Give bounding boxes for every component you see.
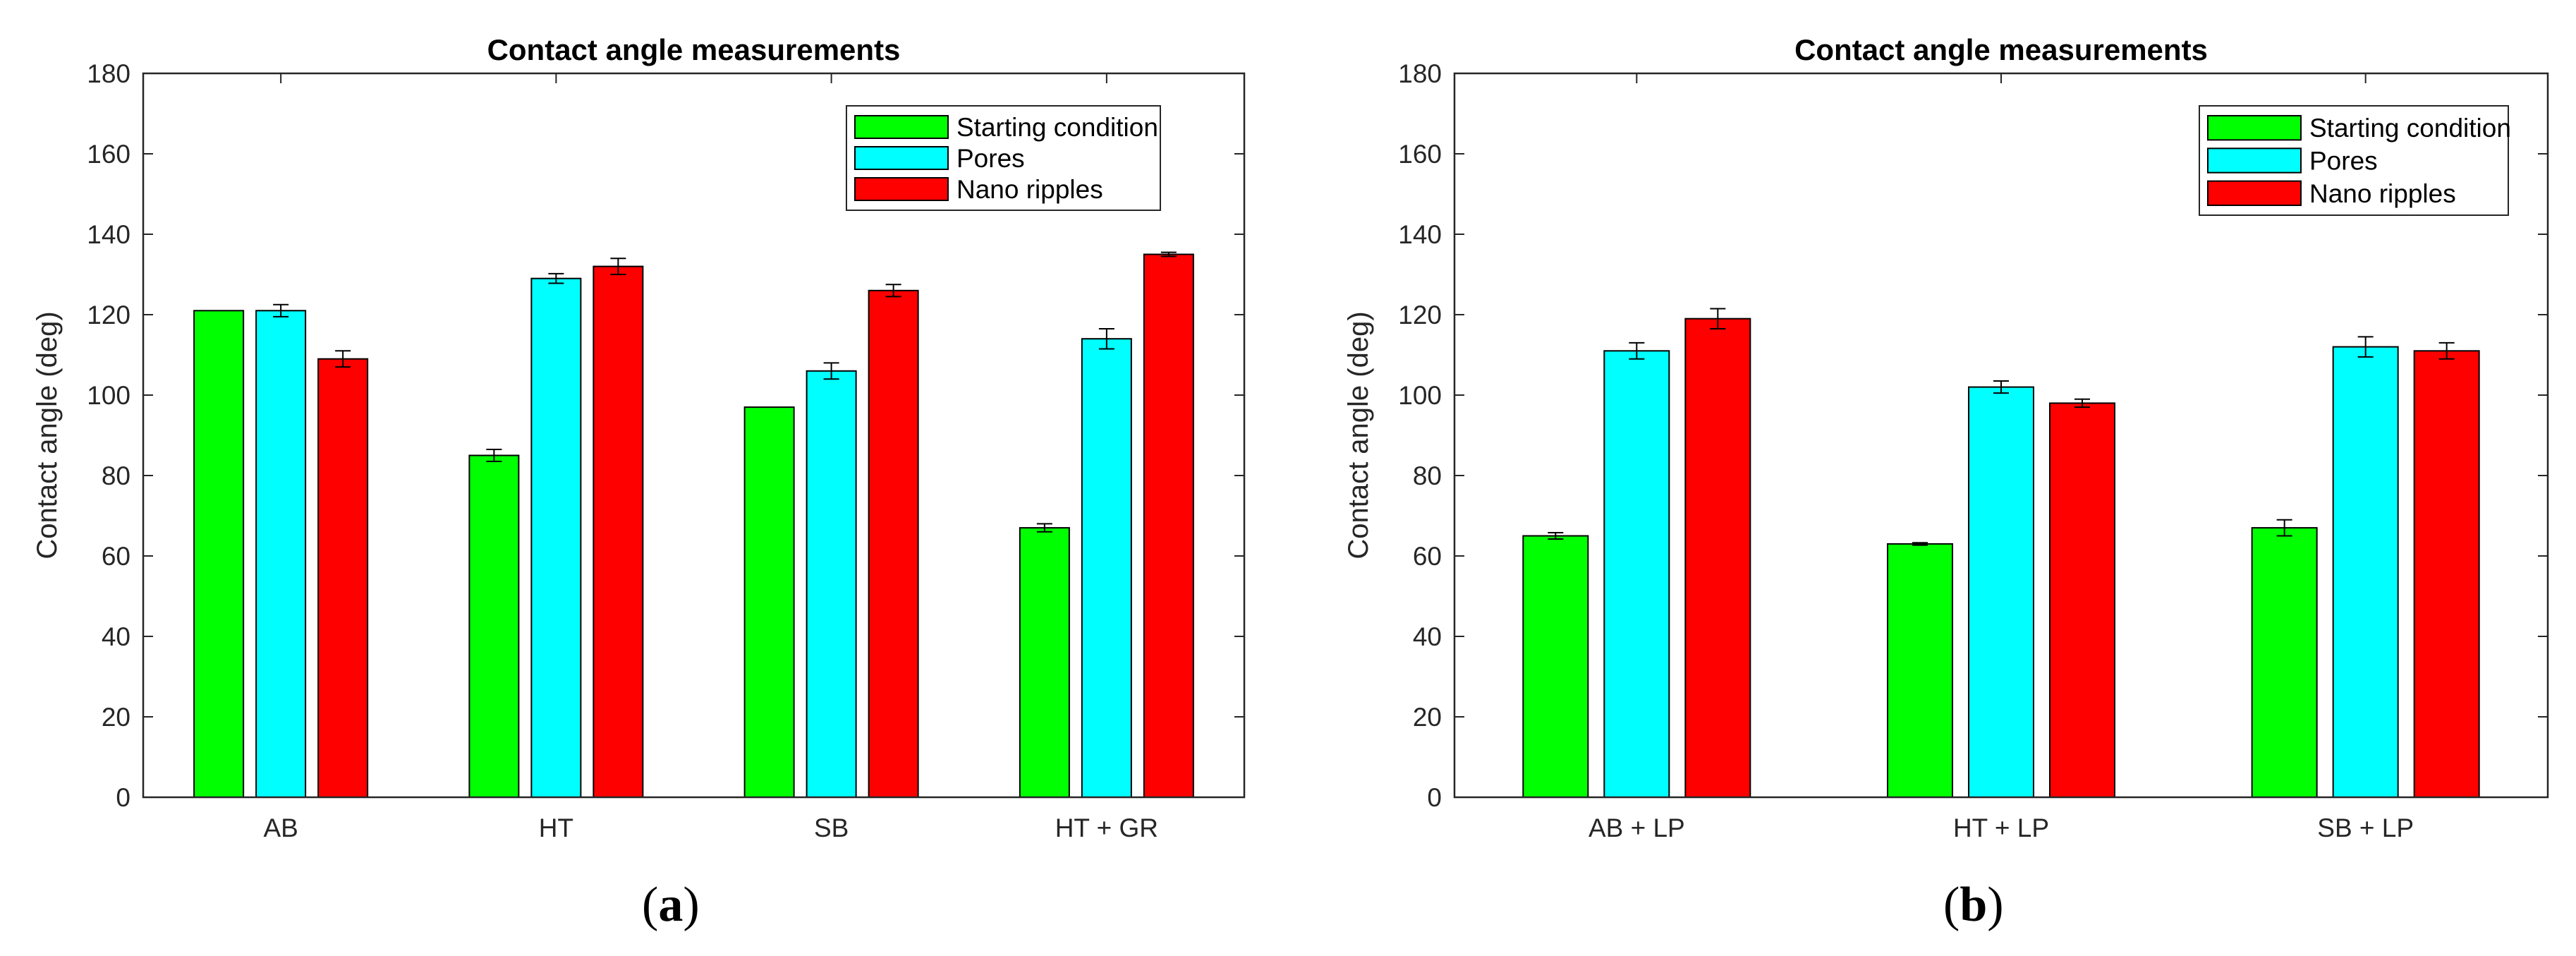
y-tick-label: 0 <box>1427 783 1442 812</box>
y-tick-label: 160 <box>1398 140 1442 169</box>
y-tick-label: 100 <box>1398 381 1442 410</box>
bar <box>1603 350 1670 798</box>
bar <box>2332 346 2399 799</box>
y-tick-label: 40 <box>1413 622 1442 651</box>
caption-part: b <box>1960 878 1987 932</box>
bar <box>2049 402 2115 798</box>
legend-label: Pores <box>2309 147 2378 176</box>
axes-box <box>142 72 1246 799</box>
legend-swatch <box>854 146 949 170</box>
y-tick-label: 80 <box>1413 461 1442 490</box>
x-tick-label: HT <box>539 813 573 842</box>
x-tick-label: AB <box>263 813 298 842</box>
bar <box>868 289 919 798</box>
bar <box>1887 543 1953 799</box>
y-tick-label: 60 <box>102 542 130 571</box>
y-tick-label: 160 <box>87 140 130 169</box>
bar <box>1684 317 1751 798</box>
legend-swatch <box>854 115 949 139</box>
y-tick-label: 20 <box>1413 703 1442 732</box>
legend-swatch <box>2207 147 2302 174</box>
y-tick-label: 0 <box>116 783 130 812</box>
chart-title: Contact angle measurements <box>487 33 901 66</box>
y-tick-label: 120 <box>87 301 130 329</box>
legend-label: Nano ripples <box>2309 179 2456 208</box>
caption-part: ) <box>683 878 699 932</box>
bar <box>2413 350 2480 798</box>
bar <box>1522 535 1589 798</box>
legend-label: Starting condition <box>2309 114 2511 143</box>
bar <box>1968 386 2034 798</box>
y-tick-label: 80 <box>102 461 130 490</box>
y-tick-label: 60 <box>1413 542 1442 571</box>
panel-caption: (a) <box>642 878 700 932</box>
y-tick-label: 180 <box>1398 59 1442 88</box>
bar <box>317 358 369 798</box>
legend-label: Pores <box>956 144 1025 173</box>
bar <box>1143 253 1194 798</box>
y-tick-label: 40 <box>102 622 130 651</box>
x-tick-label: SB <box>814 813 849 842</box>
x-tick-label: HT + LP <box>1953 813 2049 842</box>
bar <box>530 277 582 798</box>
y-tick-label: 20 <box>102 703 130 732</box>
bar <box>193 310 245 798</box>
x-tick-label: AB + LP <box>1588 813 1685 842</box>
axes-box <box>1453 72 2549 799</box>
y-tick-label: 140 <box>87 220 130 249</box>
chart-title: Contact angle measurements <box>1794 33 2208 66</box>
bar <box>1019 527 1070 798</box>
x-tick-label: SB + LP <box>2317 813 2414 842</box>
y-axis-label: Contact angle (deg) <box>1343 311 1374 559</box>
bar <box>468 454 520 798</box>
legend-swatch <box>2207 115 2302 141</box>
bar <box>2251 527 2318 798</box>
caption-part: a <box>658 878 683 932</box>
caption-part: ) <box>1987 878 2003 932</box>
bar <box>743 406 795 798</box>
y-tick-label: 140 <box>1398 220 1442 249</box>
y-axis-label: Contact angle (deg) <box>32 311 63 559</box>
bar <box>593 265 644 799</box>
x-tick-label: HT + GR <box>1055 813 1158 842</box>
legend-swatch <box>854 177 949 201</box>
y-tick-label: 180 <box>87 59 130 88</box>
caption-part: ( <box>642 878 658 932</box>
caption-part: ( <box>1943 878 1960 932</box>
bar <box>1081 338 1132 798</box>
legend-label: Starting condition <box>956 113 1158 142</box>
y-tick-label: 120 <box>1398 301 1442 329</box>
legend-swatch <box>2207 180 2302 206</box>
y-tick-label: 100 <box>87 381 130 410</box>
bar <box>806 370 857 798</box>
legend-label: Nano ripples <box>956 175 1103 204</box>
panel-caption: (b) <box>1943 878 2004 932</box>
chart-panel-b: 0 20 40 60 80 100 120 140 160 180 AB + LP HT + LP SB… <box>1343 33 2549 932</box>
chart-panel-a: 0 20 40 60 80 100 120 140 160 180 AB HT SB HT + GR Con… <box>32 33 1246 932</box>
bar <box>255 310 307 798</box>
